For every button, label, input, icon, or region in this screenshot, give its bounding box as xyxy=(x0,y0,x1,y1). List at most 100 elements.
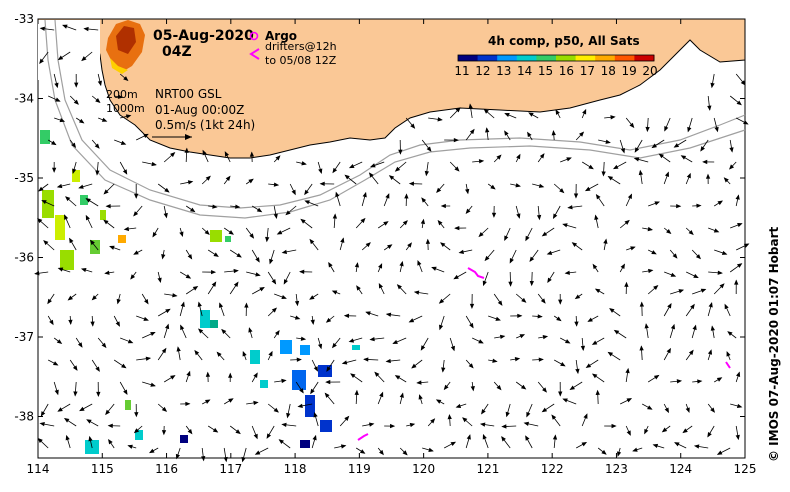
current-arrow-head xyxy=(109,245,115,250)
current-arrow-head xyxy=(39,422,45,427)
current-arrow-head xyxy=(235,429,241,435)
y-tick-label: -34 xyxy=(14,92,34,106)
current-arrow-head xyxy=(51,167,57,173)
current-arrow-head xyxy=(276,230,283,235)
current-arrow-head xyxy=(388,175,395,181)
current-arrow-head xyxy=(666,347,671,354)
current-arrow-head xyxy=(150,382,156,387)
current-arrow-head xyxy=(374,371,380,377)
current-arrow-head xyxy=(341,360,348,365)
current-arrow-head xyxy=(508,281,513,287)
current-arrow-head xyxy=(632,447,638,452)
current-arrow-head xyxy=(343,313,350,318)
current-arrow-head xyxy=(555,109,560,115)
current-arrow-head xyxy=(273,213,278,220)
current-arrow-head xyxy=(537,314,543,319)
current-arrow-head xyxy=(107,423,113,428)
current-arrow-head xyxy=(540,298,546,304)
current-arrow-head xyxy=(696,203,702,208)
current-arrow-head xyxy=(569,385,575,391)
current-arrow-head xyxy=(286,412,291,419)
current-arrow-head xyxy=(664,126,669,132)
current-arrow-head xyxy=(496,385,502,391)
contour-1000m-label: 1000m xyxy=(106,102,145,115)
current-arrow-head xyxy=(249,233,255,239)
current-arrow-head xyxy=(233,268,239,274)
current-arrow-head xyxy=(281,378,287,384)
current-arrow-head xyxy=(309,238,315,245)
current-arrow-head xyxy=(268,350,273,357)
current-arrow-head xyxy=(708,302,713,308)
current-arrow-head xyxy=(78,184,84,189)
current-arrow-head xyxy=(77,342,83,348)
current-arrow-head xyxy=(674,442,680,447)
colorbar-tick-label: 12 xyxy=(475,64,490,78)
current-arrow-head xyxy=(219,302,224,308)
current-arrow-head xyxy=(57,267,64,272)
current-arrow-head xyxy=(157,277,162,284)
colorbar-tick-label: 14 xyxy=(517,64,532,78)
current-arrow-head xyxy=(197,301,202,307)
y-tick-label: -33 xyxy=(14,12,34,26)
current-arrow-head xyxy=(634,147,640,153)
current-arrow-head xyxy=(378,263,383,269)
current-arrow-head xyxy=(651,143,657,149)
current-arrow-head xyxy=(692,324,697,331)
current-arrow-head xyxy=(723,177,729,183)
current-arrow-head xyxy=(354,262,360,268)
current-arrow-head xyxy=(96,391,101,398)
current-arrow-head xyxy=(144,298,149,305)
current-arrow-head xyxy=(575,368,580,375)
current-arrow-head xyxy=(37,437,43,444)
current-arrow-head xyxy=(710,325,716,331)
current-arrow-head xyxy=(613,164,619,170)
current-arrow-head xyxy=(176,346,181,352)
current-arrow-head xyxy=(721,250,728,255)
current-arrow-head xyxy=(164,187,170,193)
current-arrow-head xyxy=(661,427,668,433)
current-arrow-head xyxy=(120,140,127,145)
current-arrow-head xyxy=(682,428,688,434)
current-arrow-head xyxy=(719,283,725,289)
credit-text: © IMOS 07-Aug-2020 01:07 Hobart xyxy=(767,226,781,462)
current-arrow-head xyxy=(127,444,133,449)
x-axis-ticks: 114 115 116 117 118 119 120 121 122 123 124 125 xyxy=(27,19,756,476)
current-arrow-head xyxy=(192,286,199,291)
colorbar-tick-label: 11 xyxy=(454,64,469,78)
current-arrow-head xyxy=(38,186,44,192)
current-arrow-head xyxy=(105,409,111,416)
current-arrow-head xyxy=(454,225,460,231)
current-arrow-head xyxy=(294,300,300,307)
current-arrow-head xyxy=(605,139,611,144)
current-arrow-head xyxy=(514,357,521,362)
current-arrow-head xyxy=(40,411,46,417)
current-arrow-head xyxy=(360,217,366,224)
current-arrow-head xyxy=(331,290,338,295)
current-arrow-head xyxy=(145,356,152,361)
current-arrow-head xyxy=(552,213,558,220)
current-arrow-head xyxy=(95,170,100,176)
current-arrow-head xyxy=(727,331,733,336)
current-arrow-head xyxy=(620,147,625,154)
current-arrow-head xyxy=(525,235,530,242)
current-arrow-head xyxy=(517,313,523,319)
current-arrow-head xyxy=(54,389,59,396)
current-arrow-head xyxy=(571,242,578,247)
current-arrow-head xyxy=(310,388,315,395)
current-arrow-head xyxy=(736,263,743,268)
current-arrow-head xyxy=(348,338,355,343)
current-arrow-head xyxy=(601,449,607,455)
current-arrow-head xyxy=(248,327,253,333)
current-arrow-head xyxy=(707,349,713,355)
current-arrow-head xyxy=(325,379,331,385)
current-arrow-head xyxy=(743,243,750,248)
current-arrow-head xyxy=(331,342,337,349)
current-arrow-head xyxy=(309,295,315,300)
current-arrow-head xyxy=(658,153,664,159)
current-arrow-head xyxy=(492,358,498,363)
current-arrow-head xyxy=(369,422,375,427)
current-arrow-head xyxy=(127,339,134,344)
current-arrow-head xyxy=(359,449,366,454)
current-arrow-head xyxy=(579,131,585,137)
current-arrow-head xyxy=(716,377,723,382)
